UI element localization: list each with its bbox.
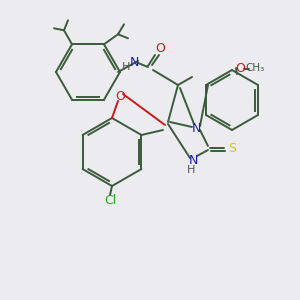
Text: H: H bbox=[187, 165, 195, 175]
Text: S: S bbox=[228, 142, 236, 154]
Text: H: H bbox=[122, 62, 130, 72]
Text: CH₃: CH₃ bbox=[245, 63, 265, 73]
Text: N: N bbox=[188, 154, 198, 166]
Text: O: O bbox=[235, 62, 245, 76]
Text: Cl: Cl bbox=[104, 194, 116, 206]
Text: N: N bbox=[129, 56, 139, 68]
Text: N: N bbox=[191, 122, 201, 134]
Text: O: O bbox=[115, 89, 125, 103]
Text: O: O bbox=[155, 41, 165, 55]
